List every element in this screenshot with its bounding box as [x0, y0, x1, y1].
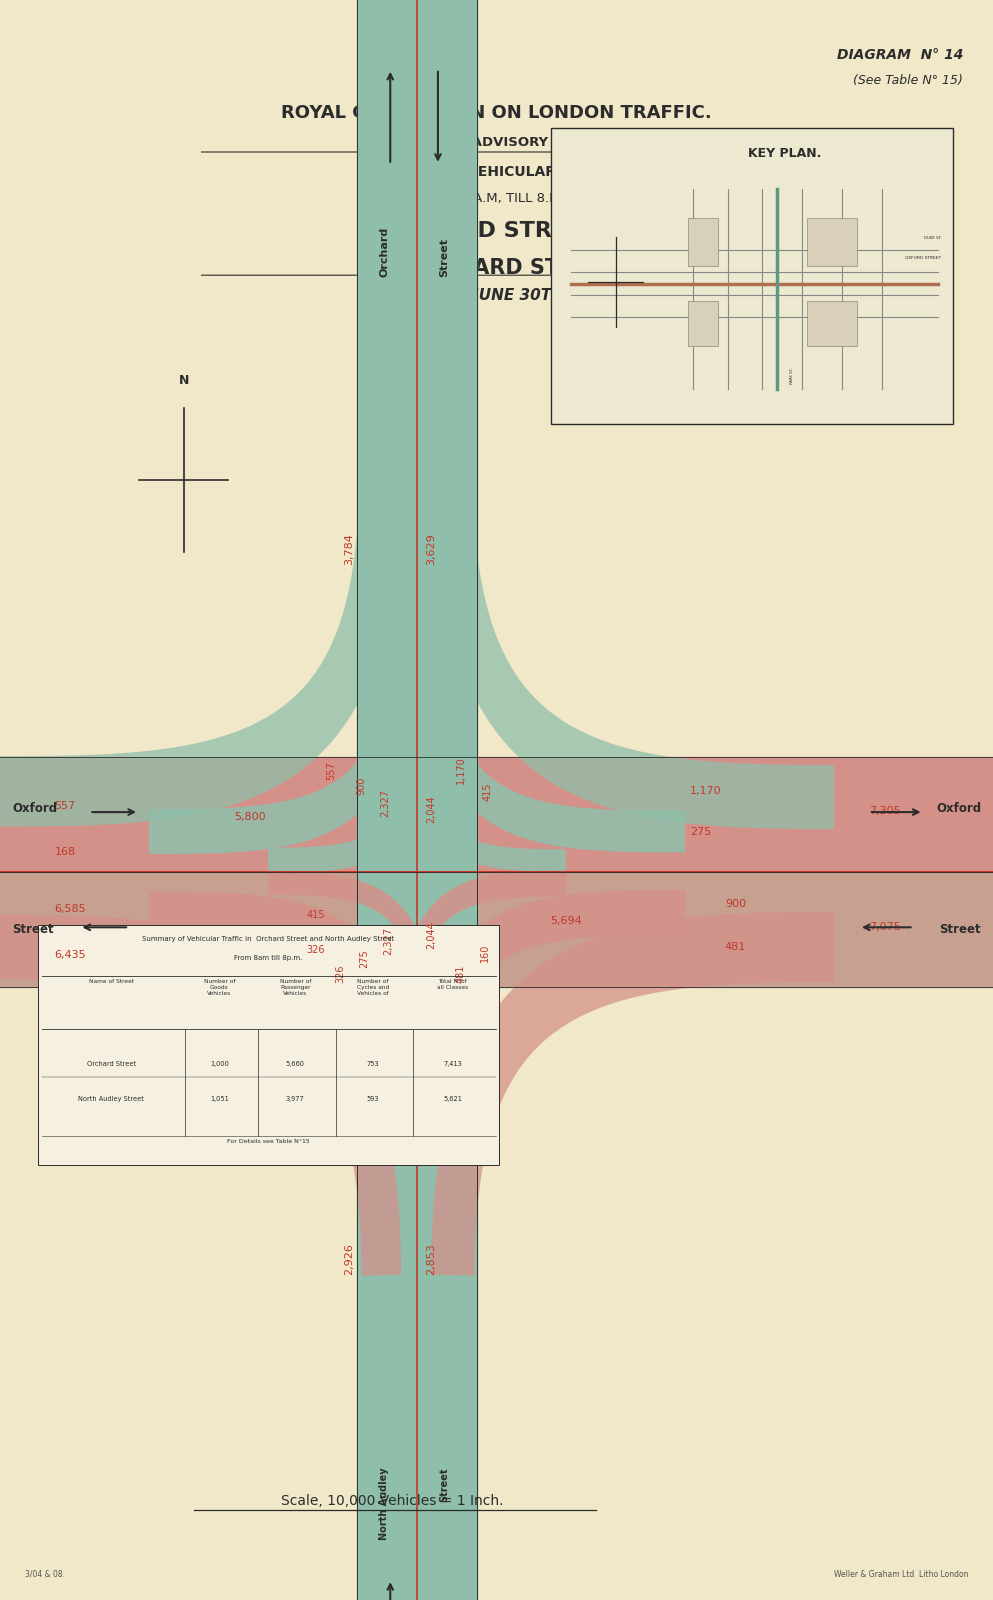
- Text: 326: 326: [306, 944, 325, 955]
- Text: 6,435: 6,435: [55, 950, 86, 960]
- Text: THURSDAY JUNE 30TH 1904.: THURSDAY JUNE 30TH 1904.: [375, 288, 618, 302]
- Text: 275: 275: [359, 949, 369, 968]
- Text: DUKE ST.: DUKE ST.: [923, 237, 941, 240]
- Text: FROM 8.A.M, TILL 8.P.M.: FROM 8.A.M, TILL 8.P.M.: [418, 192, 575, 205]
- Text: Orchard Street: Orchard Street: [86, 1061, 136, 1067]
- Text: AT ORCHARD STREET.: AT ORCHARD STREET.: [370, 258, 623, 278]
- Text: Street: Street: [12, 923, 54, 936]
- Text: Number of
Cycles and
Vehicles of: Number of Cycles and Vehicles of: [356, 979, 389, 995]
- Text: 5,621: 5,621: [443, 1096, 463, 1102]
- Polygon shape: [397, 870, 566, 1045]
- Text: 160: 160: [480, 944, 490, 962]
- Text: 2,044: 2,044: [426, 922, 436, 949]
- Text: PARK ST.: PARK ST.: [790, 368, 794, 384]
- Text: OXFORD STREET.: OXFORD STREET.: [391, 221, 602, 240]
- Polygon shape: [149, 584, 422, 854]
- Text: DIAGRAM OF VEHICULAR TRAFFIC.: DIAGRAM OF VEHICULAR TRAFFIC.: [361, 165, 632, 179]
- Text: 557: 557: [327, 762, 337, 779]
- Text: KEY PLAN.: KEY PLAN.: [748, 147, 821, 160]
- Text: 1,170: 1,170: [456, 757, 466, 784]
- Text: 168: 168: [55, 846, 75, 856]
- Polygon shape: [413, 584, 685, 853]
- Text: 1,170: 1,170: [690, 786, 722, 795]
- Text: Weller & Graham Ltd  Litho London: Weller & Graham Ltd Litho London: [834, 1570, 968, 1579]
- Text: 5,694: 5,694: [550, 915, 582, 926]
- Bar: [0, 757, 993, 872]
- Text: North Audley Street: North Audley Street: [78, 1096, 144, 1102]
- Text: Street: Street: [939, 923, 981, 936]
- Text: Total N°of
all Classes: Total N°of all Classes: [437, 979, 469, 990]
- Text: 557: 557: [55, 800, 75, 811]
- Text: Orchard: Orchard: [379, 227, 389, 277]
- Text: Number of
Goods
Vehicles: Number of Goods Vehicles: [204, 979, 235, 995]
- Text: 2,926: 2,926: [345, 1243, 355, 1275]
- Text: Number of
Passenger
Vehicles: Number of Passenger Vehicles: [280, 979, 311, 995]
- Polygon shape: [149, 891, 421, 1160]
- Text: Oxford: Oxford: [12, 802, 57, 814]
- Bar: [357, 0, 477, 1600]
- Polygon shape: [431, 912, 834, 1275]
- Text: OXFORD STREET: OXFORD STREET: [906, 256, 941, 259]
- Bar: [551, 128, 953, 424]
- Text: 1,051: 1,051: [211, 1096, 228, 1102]
- Text: 7,075: 7,075: [869, 922, 901, 931]
- Bar: [0, 872, 993, 987]
- Text: 1,000: 1,000: [210, 1061, 229, 1067]
- Polygon shape: [268, 699, 437, 874]
- Text: 481: 481: [456, 965, 466, 982]
- Text: 415: 415: [306, 910, 325, 920]
- Bar: [807, 301, 857, 346]
- Text: 900: 900: [725, 899, 746, 909]
- Text: 6,585: 6,585: [55, 904, 86, 914]
- Text: For Details see Table N°15: For Details see Table N°15: [227, 1139, 310, 1144]
- Text: 3,977: 3,977: [286, 1096, 305, 1102]
- Text: REPORT OF ADVISORY BOARD.: REPORT OF ADVISORY BOARD.: [382, 136, 611, 149]
- Text: Summary of Vehicular Traffic in  Orchard Street and North Audley Street: Summary of Vehicular Traffic in Orchard …: [142, 936, 395, 942]
- Bar: [688, 301, 718, 346]
- Text: 5,660: 5,660: [286, 1061, 305, 1067]
- Text: Scale, 10,000 Vehicles = 1 Inch.: Scale, 10,000 Vehicles = 1 Inch.: [281, 1494, 503, 1507]
- Text: 415: 415: [483, 782, 493, 800]
- Text: 2,853: 2,853: [426, 1243, 436, 1275]
- Polygon shape: [412, 890, 685, 1160]
- Text: ROYAL COMMISSION ON LONDON TRAFFIC.: ROYAL COMMISSION ON LONDON TRAFFIC.: [281, 104, 712, 122]
- Polygon shape: [268, 872, 436, 1045]
- Polygon shape: [398, 699, 566, 872]
- Text: N: N: [179, 374, 189, 387]
- Text: 3,784: 3,784: [345, 533, 355, 565]
- Text: 481: 481: [725, 942, 746, 952]
- Text: 900: 900: [356, 776, 366, 795]
- Bar: [688, 218, 718, 266]
- Text: 275: 275: [690, 827, 711, 837]
- Text: 7,413: 7,413: [444, 1061, 462, 1067]
- Text: Street: Street: [439, 1467, 449, 1502]
- Text: 5,800: 5,800: [234, 813, 266, 822]
- Text: Street: Street: [439, 238, 449, 277]
- Text: 2,327: 2,327: [380, 789, 390, 818]
- Text: 3,629: 3,629: [426, 533, 436, 565]
- Text: Oxford: Oxford: [936, 802, 981, 814]
- Polygon shape: [0, 915, 401, 1275]
- Bar: [38, 925, 499, 1165]
- Polygon shape: [433, 469, 834, 829]
- Text: 326: 326: [336, 965, 346, 982]
- Text: 3/04 & 08.: 3/04 & 08.: [25, 1570, 65, 1579]
- Text: North Audley: North Audley: [379, 1467, 389, 1539]
- Text: 2,044: 2,044: [426, 795, 436, 822]
- Text: 753: 753: [366, 1061, 379, 1067]
- Bar: [807, 218, 857, 266]
- Text: 2,327: 2,327: [383, 926, 393, 955]
- Text: (See Table N° 15): (See Table N° 15): [853, 74, 963, 86]
- Text: Name of Street: Name of Street: [88, 979, 134, 984]
- Text: 593: 593: [366, 1096, 379, 1102]
- Text: 7,305: 7,305: [869, 806, 901, 816]
- Polygon shape: [0, 469, 403, 827]
- Text: DIAGRAM  N° 14: DIAGRAM N° 14: [837, 48, 963, 62]
- Text: From 8am till 8p.m.: From 8am till 8p.m.: [234, 955, 303, 962]
